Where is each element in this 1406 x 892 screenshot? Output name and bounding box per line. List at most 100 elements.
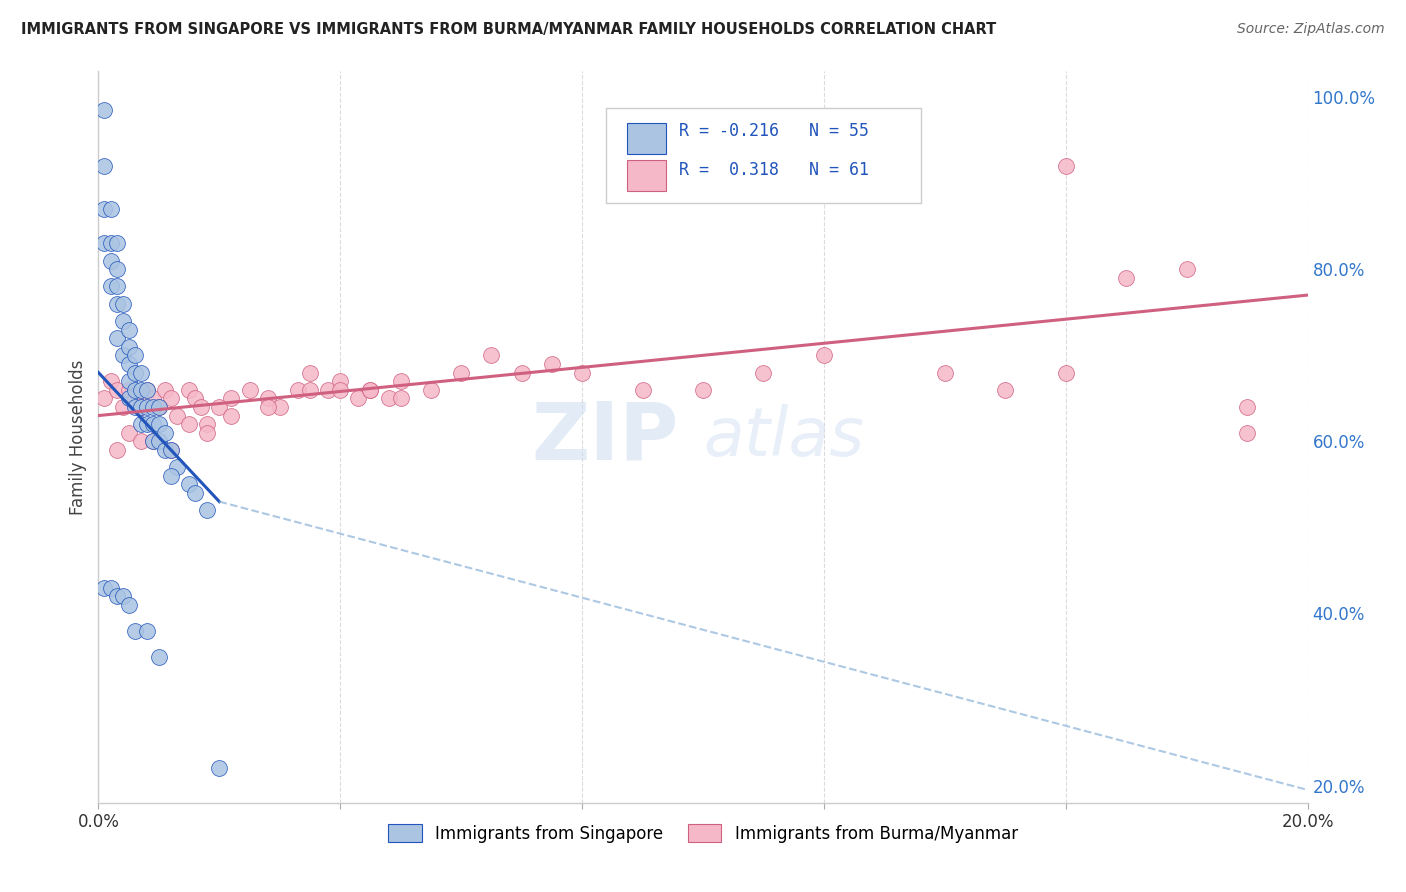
Text: atlas: atlas xyxy=(703,404,865,470)
Point xyxy=(93,159,115,173)
Text: R =  0.318   N = 61: R = 0.318 N = 61 xyxy=(679,161,869,179)
Point xyxy=(111,348,134,362)
Point xyxy=(124,392,146,406)
Point xyxy=(166,460,188,475)
Point xyxy=(287,383,309,397)
Point xyxy=(129,400,152,414)
Point xyxy=(93,236,115,251)
Point xyxy=(540,357,562,371)
Point xyxy=(100,374,122,388)
Bar xyxy=(627,160,665,191)
Point xyxy=(389,392,412,406)
Bar xyxy=(627,123,665,154)
Point xyxy=(994,383,1017,397)
Point xyxy=(1236,425,1258,440)
Point xyxy=(179,417,201,432)
Point xyxy=(100,236,122,251)
Point xyxy=(105,442,128,457)
Point xyxy=(160,442,183,457)
Point xyxy=(118,322,141,336)
Point xyxy=(148,400,170,414)
Point xyxy=(100,202,122,216)
Point xyxy=(389,374,412,388)
Point xyxy=(148,417,170,432)
Point xyxy=(105,589,128,603)
Point xyxy=(129,366,152,380)
Point xyxy=(142,400,165,414)
Point xyxy=(148,434,170,449)
Legend: Immigrants from Singapore, Immigrants from Burma/Myanmar: Immigrants from Singapore, Immigrants fr… xyxy=(381,818,1025,849)
Point xyxy=(160,442,183,457)
Point xyxy=(100,253,122,268)
Point xyxy=(93,392,115,406)
Point xyxy=(135,400,157,414)
Point xyxy=(450,366,472,380)
Point xyxy=(360,383,382,397)
Point xyxy=(160,392,183,406)
Point xyxy=(118,340,141,354)
Point xyxy=(105,331,128,345)
Point xyxy=(118,598,141,612)
Point xyxy=(93,202,115,216)
Text: ZIP: ZIP xyxy=(531,398,679,476)
Point xyxy=(1236,400,1258,414)
Point xyxy=(1175,262,1198,277)
Text: Source: ZipAtlas.com: Source: ZipAtlas.com xyxy=(1237,22,1385,37)
Point xyxy=(105,236,128,251)
Point xyxy=(100,279,122,293)
Point xyxy=(1054,159,1077,173)
Point xyxy=(208,761,231,775)
Point xyxy=(316,383,339,397)
Point xyxy=(571,366,593,380)
Point xyxy=(360,383,382,397)
Point xyxy=(179,383,201,397)
Point xyxy=(142,434,165,449)
Point xyxy=(111,400,134,414)
Point xyxy=(129,434,152,449)
Point xyxy=(299,366,322,380)
Point xyxy=(153,442,176,457)
Point xyxy=(118,357,141,371)
Point xyxy=(100,581,122,595)
Point xyxy=(195,417,218,432)
Point xyxy=(631,383,654,397)
Point xyxy=(129,400,152,414)
Point xyxy=(160,468,183,483)
Point xyxy=(692,383,714,397)
Point xyxy=(329,374,352,388)
Point xyxy=(1054,366,1077,380)
Point xyxy=(195,503,218,517)
Point xyxy=(1115,271,1137,285)
Point xyxy=(166,409,188,423)
Point xyxy=(329,383,352,397)
Point xyxy=(118,383,141,397)
Point xyxy=(481,348,503,362)
Point xyxy=(184,486,207,500)
Point xyxy=(142,392,165,406)
Point xyxy=(221,409,243,423)
Point xyxy=(256,392,278,406)
Point xyxy=(93,103,115,117)
Point xyxy=(105,296,128,310)
Point xyxy=(118,374,141,388)
Point xyxy=(135,383,157,397)
Point xyxy=(752,366,775,380)
Point xyxy=(105,279,128,293)
Point xyxy=(299,383,322,397)
Point xyxy=(129,417,152,432)
Point xyxy=(111,296,134,310)
Point xyxy=(142,417,165,432)
Y-axis label: Family Households: Family Households xyxy=(69,359,87,515)
Point xyxy=(118,392,141,406)
Point xyxy=(195,425,218,440)
Point xyxy=(124,383,146,397)
Point xyxy=(208,400,231,414)
Point xyxy=(129,383,152,397)
Point xyxy=(153,425,176,440)
Point xyxy=(347,392,370,406)
Text: R = -0.216   N = 55: R = -0.216 N = 55 xyxy=(679,122,869,140)
Point xyxy=(221,392,243,406)
Point xyxy=(124,400,146,414)
Point xyxy=(256,400,278,414)
Point xyxy=(111,589,134,603)
